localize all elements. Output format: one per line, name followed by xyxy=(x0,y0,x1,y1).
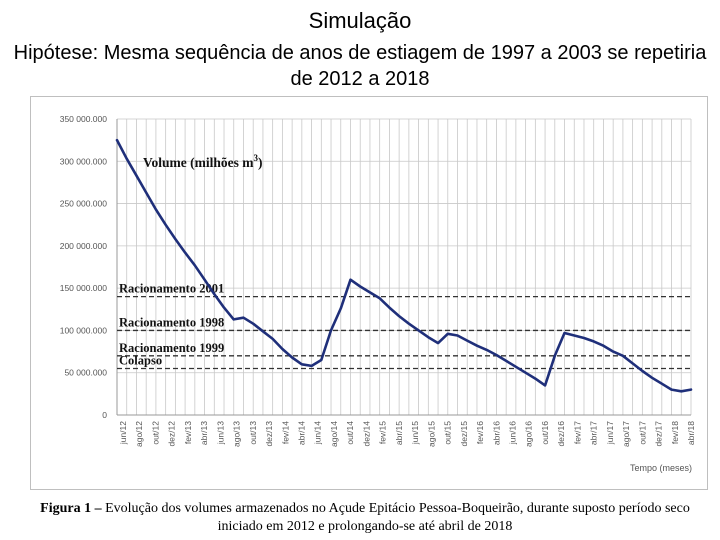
y-tick-label: 200 000.000 xyxy=(60,241,108,251)
x-tick-label: jun/14 xyxy=(313,421,323,445)
x-tick-label: jun/17 xyxy=(605,421,615,445)
x-tick-label: abr/15 xyxy=(394,421,404,445)
x-tick-label: out/14 xyxy=(345,421,355,445)
x-tick-label: out/16 xyxy=(540,421,550,445)
y-tick-label: 250 000.000 xyxy=(60,199,108,209)
x-tick-label: out/15 xyxy=(443,421,453,445)
x-tick-label: out/13 xyxy=(248,421,258,445)
x-tick-label: abr/13 xyxy=(199,421,209,445)
x-tick-label: ago/13 xyxy=(232,421,242,447)
x-tick-label: fev/15 xyxy=(378,421,388,444)
x-tick-label: dez/15 xyxy=(459,421,469,447)
x-tick-label: ago/17 xyxy=(621,421,631,447)
x-tick-label: fev/17 xyxy=(572,421,582,444)
x-tick-label: jun/16 xyxy=(507,421,517,445)
x-tick-label: abr/16 xyxy=(491,421,501,445)
x-tick-label: out/12 xyxy=(150,421,160,445)
x-tick-label: abr/14 xyxy=(297,421,307,445)
caption-text: Evolução dos volumes armazenados no Açud… xyxy=(105,501,690,534)
x-tick-label: fev/18 xyxy=(670,421,680,444)
x-tick-label: ago/14 xyxy=(329,421,339,447)
y-tick-label: 150 000.000 xyxy=(60,283,108,293)
x-tick-label: ago/12 xyxy=(134,421,144,447)
x-tick-label: dez/13 xyxy=(264,421,274,447)
x-tick-label: fev/14 xyxy=(280,421,290,444)
y-tick-label: 100 000.000 xyxy=(60,325,108,335)
x-tick-label: abr/18 xyxy=(686,421,696,445)
y-tick-label: 0 xyxy=(102,410,107,420)
x-tick-label: jun/15 xyxy=(410,421,420,445)
threshold-label: Racionamento 2001 xyxy=(119,282,224,296)
threshold-label: Racionamento 1999 xyxy=(119,341,224,355)
x-tick-label: ago/16 xyxy=(524,421,534,447)
x-tick-label: out/17 xyxy=(637,421,647,445)
y-tick-label: 350 000.000 xyxy=(60,114,108,124)
x-tick-label: abr/17 xyxy=(589,421,599,445)
x-tick-label: fev/13 xyxy=(183,421,193,444)
x-axis-title: Tempo (meses) xyxy=(630,463,692,473)
x-tick-label: dez/12 xyxy=(167,421,177,447)
x-tick-label: dez/14 xyxy=(361,421,371,447)
series-line-volume xyxy=(115,138,693,393)
x-tick-label: dez/16 xyxy=(556,421,566,447)
figure-caption: Figura 1 – Evolução dos volumes armazena… xyxy=(20,500,710,536)
chart-frame: 0 50 000.000 100 000.000 150 000.000 200 000… xyxy=(30,96,708,490)
caption-label: Figura 1 – xyxy=(40,501,102,516)
volume-chart: 0 50 000.000 100 000.000 150 000.000 200 000… xyxy=(60,114,696,473)
x-tick-label: dez/17 xyxy=(654,421,664,447)
x-tick-label: jun/13 xyxy=(215,421,225,445)
page-subtitle: Hipótese: Mesma sequência de anos de est… xyxy=(13,42,707,90)
threshold-label: Racionamento 1998 xyxy=(119,315,224,329)
x-tick-label: ago/15 xyxy=(426,421,436,447)
x-tick-label: fev/16 xyxy=(475,421,485,444)
threshold-label: Colapso xyxy=(119,353,162,367)
series-label-volume: Volume (milhões m3) xyxy=(143,153,263,170)
y-tick-label: 50 000.000 xyxy=(64,368,107,378)
page-title: Simulação xyxy=(308,8,412,33)
y-tick-label: 300 000.000 xyxy=(60,156,108,166)
x-tick-label: jun/12 xyxy=(118,421,128,445)
